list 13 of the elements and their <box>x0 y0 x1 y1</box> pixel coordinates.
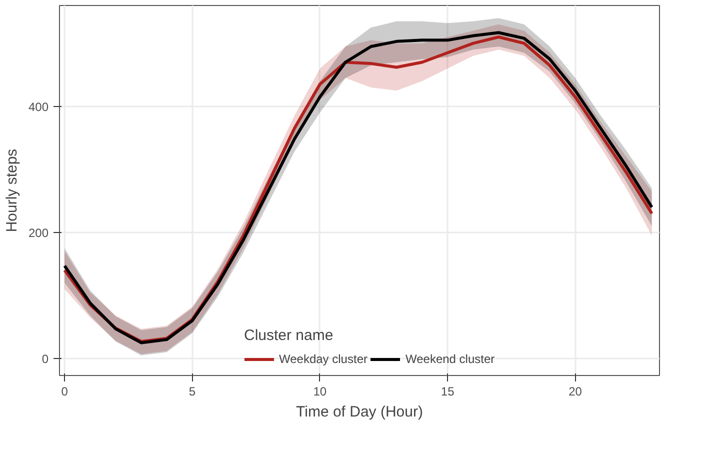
x-tick-label: 20 <box>568 384 582 398</box>
x-axis-title: Time of Day (Hour) <box>296 404 423 420</box>
legend-label: Weekend cluster <box>405 352 495 366</box>
x-tick-label: 5 <box>188 384 196 398</box>
legend-label: Weekday cluster <box>279 352 368 366</box>
y-tick-label: 200 <box>28 226 49 240</box>
legend-title: Cluster name <box>244 327 334 344</box>
y-axis-title: Hourly steps <box>3 148 20 232</box>
x-tick-label: 0 <box>61 384 68 398</box>
y-tick-label: 400 <box>28 100 49 114</box>
x-tick-label: 15 <box>440 384 455 398</box>
y-tick-label: 0 <box>42 352 49 366</box>
x-tick-label: 10 <box>313 384 327 398</box>
